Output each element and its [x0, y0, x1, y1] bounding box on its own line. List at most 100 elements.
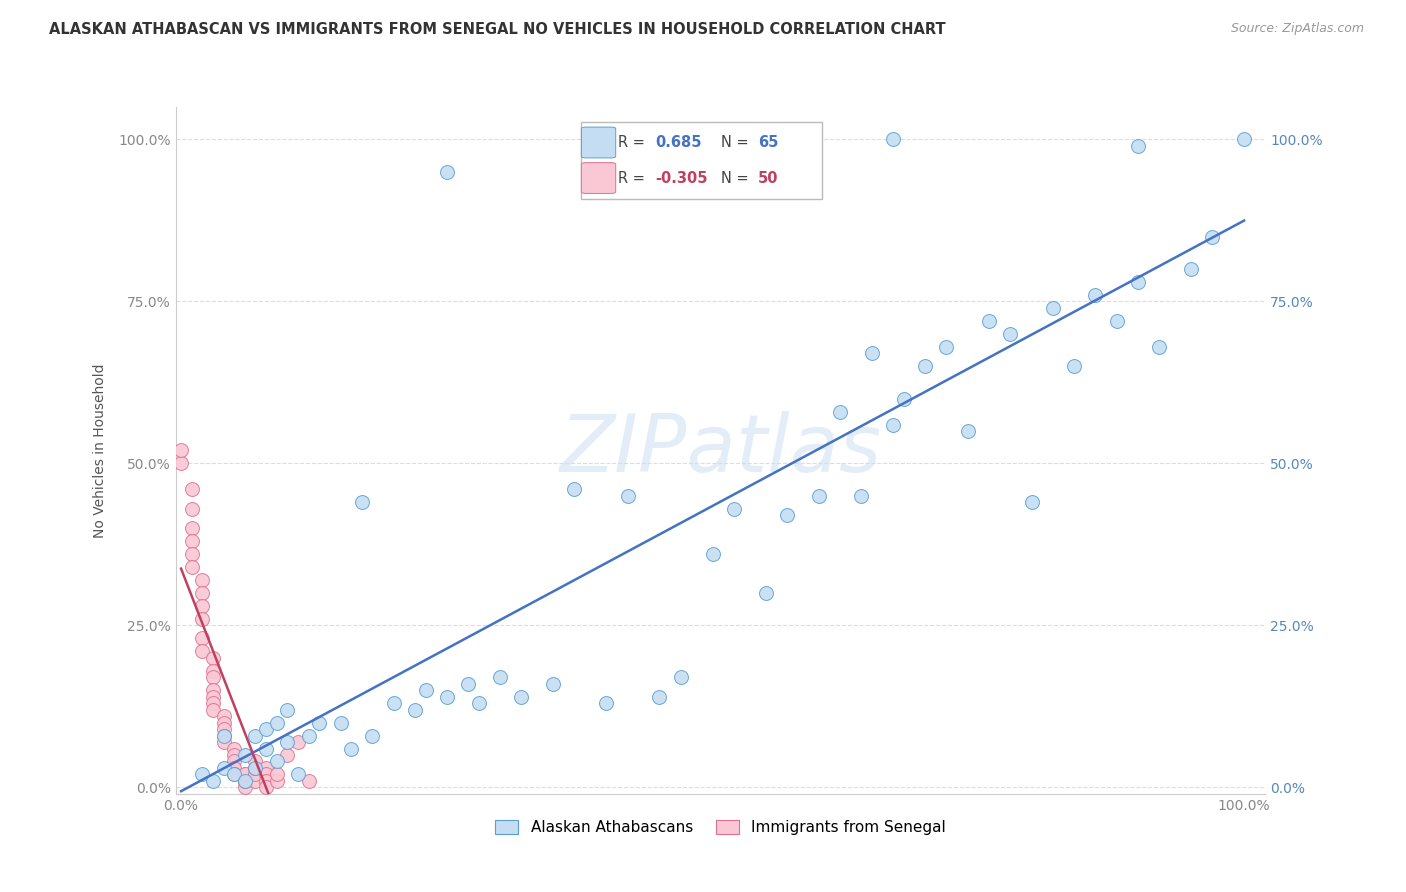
Point: [1021, 495, 1043, 509]
Point: [170, 443, 193, 458]
Point: [276, 747, 298, 762]
Point: [180, 547, 202, 561]
Point: [723, 501, 745, 516]
Point: [254, 773, 277, 788]
Point: [201, 670, 224, 684]
Point: [233, 773, 256, 788]
Point: [233, 767, 256, 781]
Point: [298, 729, 321, 743]
Point: [467, 696, 489, 710]
Point: [276, 735, 298, 749]
Point: [224, 741, 246, 756]
Point: [415, 683, 437, 698]
Point: [510, 690, 533, 704]
Point: [245, 729, 267, 743]
Point: [1201, 229, 1223, 244]
Text: 65: 65: [758, 135, 779, 150]
Point: [1126, 139, 1149, 153]
Point: [191, 644, 214, 658]
Point: [1063, 359, 1085, 374]
Text: N =: N =: [721, 135, 754, 150]
Point: [191, 586, 214, 600]
Point: [681, 139, 703, 153]
Point: [541, 677, 564, 691]
Point: [350, 495, 373, 509]
Point: [266, 715, 288, 730]
Point: [170, 457, 193, 471]
Point: [233, 773, 256, 788]
Point: [245, 767, 267, 781]
Point: [224, 761, 246, 775]
Point: [224, 747, 246, 762]
Point: [755, 586, 778, 600]
Text: ALASKAN ATHABASCAN VS IMMIGRANTS FROM SENEGAL NO VEHICLES IN HOUSEHOLD CORRELATI: ALASKAN ATHABASCAN VS IMMIGRANTS FROM SE…: [49, 22, 946, 37]
Point: [180, 483, 202, 497]
Point: [807, 489, 830, 503]
Point: [648, 690, 671, 704]
Point: [201, 703, 224, 717]
Point: [212, 729, 235, 743]
Point: [340, 741, 363, 756]
Point: [180, 501, 202, 516]
Legend: Alaskan Athabascans, Immigrants from Senegal: Alaskan Athabascans, Immigrants from Sen…: [489, 814, 952, 841]
Point: [191, 767, 214, 781]
Point: [201, 690, 224, 704]
Point: [860, 346, 883, 360]
Point: [212, 729, 235, 743]
Point: [201, 664, 224, 678]
Text: R =: R =: [619, 170, 650, 186]
Point: [882, 132, 904, 146]
Point: [616, 489, 638, 503]
Point: [180, 521, 202, 535]
Point: [1084, 288, 1107, 302]
Point: [254, 761, 277, 775]
Point: [1147, 340, 1170, 354]
Point: [1126, 275, 1149, 289]
Point: [233, 780, 256, 795]
Point: [436, 690, 458, 704]
Point: [457, 677, 479, 691]
Point: [382, 696, 405, 710]
FancyBboxPatch shape: [581, 127, 616, 158]
Point: [233, 773, 256, 788]
Point: [830, 404, 852, 418]
Point: [935, 340, 957, 354]
Point: [233, 747, 256, 762]
Point: [212, 735, 235, 749]
Point: [212, 761, 235, 775]
Point: [1233, 132, 1256, 146]
Y-axis label: No Vehicles in Household: No Vehicles in Household: [93, 363, 107, 538]
Point: [329, 715, 352, 730]
Point: [245, 761, 267, 775]
Point: [436, 165, 458, 179]
Point: [287, 767, 309, 781]
Point: [224, 767, 246, 781]
Text: R =: R =: [619, 135, 650, 150]
Point: [308, 715, 330, 730]
Point: [224, 755, 246, 769]
Point: [287, 735, 309, 749]
Point: [977, 314, 1000, 328]
Point: [212, 715, 235, 730]
Point: [254, 722, 277, 736]
Point: [1000, 326, 1022, 341]
Point: [201, 773, 224, 788]
Point: [702, 547, 724, 561]
Point: [180, 560, 202, 574]
Text: N =: N =: [721, 170, 754, 186]
Point: [882, 417, 904, 432]
Point: [298, 773, 321, 788]
Point: [1105, 314, 1128, 328]
Point: [245, 761, 267, 775]
Point: [489, 670, 512, 684]
Point: [245, 773, 267, 788]
Point: [191, 599, 214, 613]
Point: [233, 773, 256, 788]
Point: [266, 767, 288, 781]
Point: [180, 534, 202, 549]
Point: [851, 489, 873, 503]
Point: [254, 767, 277, 781]
Point: [669, 670, 692, 684]
Point: [191, 573, 214, 587]
Point: [404, 703, 426, 717]
